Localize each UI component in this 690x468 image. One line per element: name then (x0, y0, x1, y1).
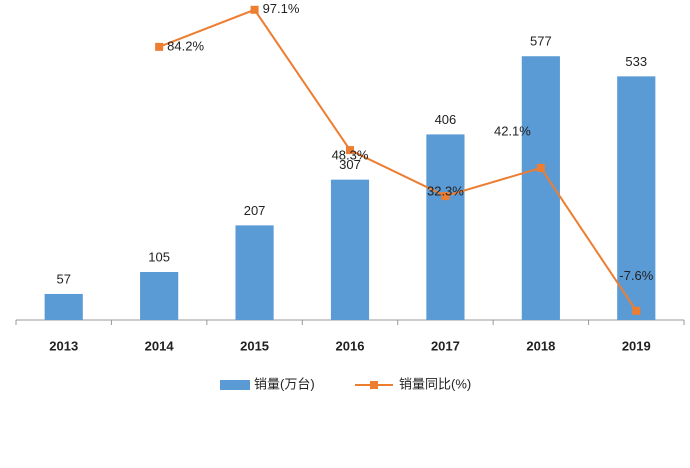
line-value-label: 97.1% (263, 1, 300, 16)
bar-value-label: 207 (244, 203, 266, 218)
line-value-label: 32.3% (427, 184, 464, 199)
bar (426, 134, 465, 320)
line-value-label: 42.1% (494, 123, 531, 138)
line-marker (346, 146, 354, 155)
line-value-label: 84.2% (167, 38, 204, 53)
x-tick-label: 2017 (431, 338, 460, 353)
line-marker (441, 192, 450, 201)
bar (140, 272, 179, 320)
line-marker (155, 42, 164, 51)
x-tick-label: 2016 (336, 338, 365, 353)
bar (330, 179, 370, 320)
line-marker (250, 5, 259, 14)
bar-value-label: 406 (435, 112, 457, 127)
x-tick-label: 2014 (145, 338, 175, 353)
bar-value-label: 105 (148, 249, 170, 264)
x-tick-label: 2015 (240, 338, 269, 353)
line-marker (536, 163, 545, 172)
bar (617, 76, 656, 320)
x-tick-label: 2013 (49, 338, 78, 353)
legend-swatch (220, 380, 250, 390)
bar-value-label: 57 (56, 271, 70, 286)
x-tick-label: 2018 (526, 338, 555, 353)
line-value-label: -7.6% (619, 268, 653, 283)
legend-swatch-marker (370, 381, 378, 389)
legend-label: 销量同比(%) (399, 376, 471, 391)
x-tick-label: 2019 (622, 338, 651, 353)
line-marker (632, 306, 641, 315)
bar-value-label: 577 (530, 34, 552, 49)
line (158, 8, 638, 312)
line-value-label: 48.3% (332, 148, 369, 163)
legend-label: 销量(万台) (254, 376, 315, 391)
bar-value-label: 307 (339, 157, 361, 172)
bar-value-label: 533 (625, 54, 647, 69)
bar (44, 293, 83, 320)
bar (235, 225, 274, 320)
